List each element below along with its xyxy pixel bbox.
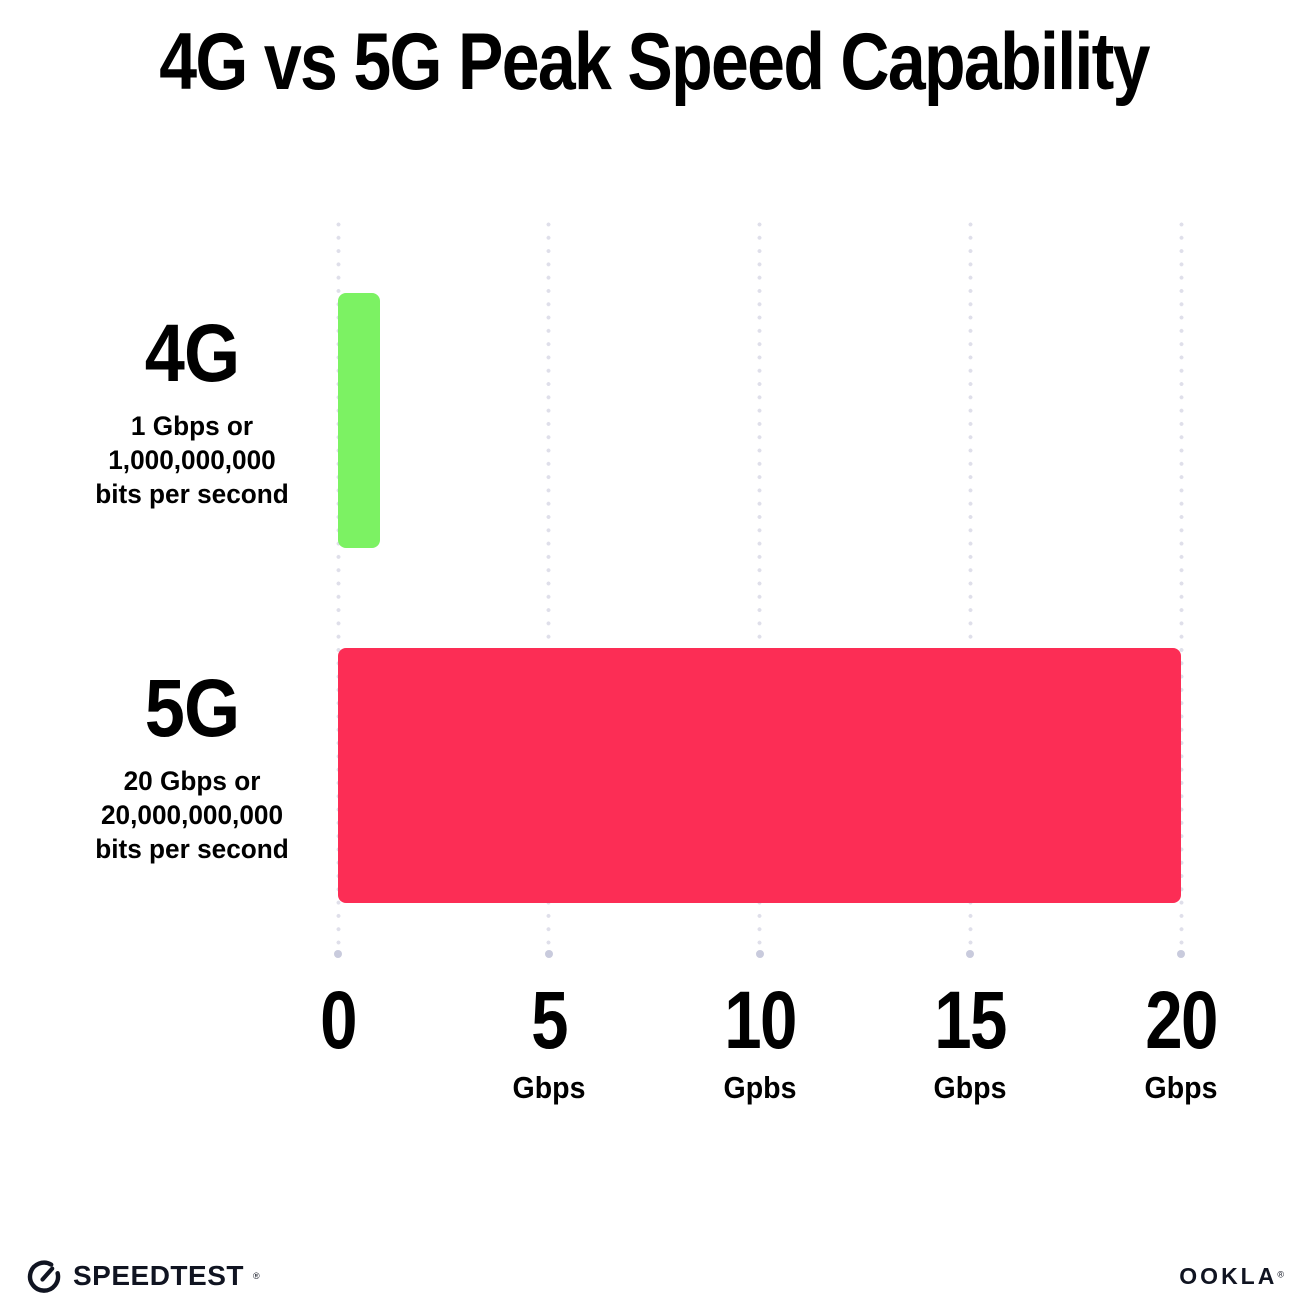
axis-tick-unit: Gbps: [1144, 1070, 1218, 1105]
axis-tick-5: 5 Gbps: [439, 980, 659, 1106]
row-label-subtitle-line: 1 Gbps or: [130, 411, 254, 441]
axis-tick-number: 20: [1145, 975, 1218, 1066]
axis-tick-number: 5: [530, 975, 568, 1066]
bar-5g: [338, 648, 1181, 903]
axis-tick-unit: Gbps: [512, 1070, 586, 1105]
axis-tick-unit: Gbps: [933, 1070, 1007, 1105]
row-label-title-4g: 4G: [144, 308, 240, 399]
axis-tick-15: 15 Gbps: [860, 980, 1080, 1106]
gauge-icon: [27, 1260, 61, 1293]
axis-tick-number: 0: [320, 975, 357, 1066]
row-label-5g: 5G 20 Gbps or 20,000,000,000 bits per secon…: [32, 668, 352, 866]
gridline-0: [334, 222, 342, 958]
gridline-10: [755, 222, 764, 958]
row-label-subtitle-line: bits per second: [95, 479, 289, 509]
speedtest-logo: SPEEDTEST ®: [24, 1256, 260, 1296]
footer: SPEEDTEST ® OOKLA®: [24, 1248, 1284, 1304]
axis-tick-unit: Gpbs: [723, 1070, 796, 1105]
ookla-wordmark: OOKLA: [1179, 1262, 1278, 1289]
axis-tick-number: 15: [934, 975, 1007, 1066]
gridline-20: [1177, 222, 1185, 958]
axis-tick-20: 20 Gbps: [1071, 980, 1291, 1106]
ookla-logo: OOKLA®: [1179, 1263, 1284, 1290]
row-label-subtitle-line: bits per second: [95, 834, 289, 864]
row-label-subtitle-4g: 1 Gbps or 1,000,000,000 bits per second: [37, 409, 347, 511]
axis-tick-number: 10: [723, 975, 797, 1066]
row-label-subtitle-line: 1,000,000,000: [108, 445, 276, 475]
speedtest-trademark: ®: [252, 1271, 260, 1281]
gridline-15: [966, 222, 975, 958]
speedtest-wordmark: SPEEDTEST: [73, 1260, 244, 1291]
row-label-subtitle-5g: 20 Gbps or 20,000,000,000 bits per second: [37, 764, 347, 866]
ookla-trademark: ®: [1277, 1269, 1284, 1280]
row-label-subtitle-line: 20 Gbps or: [123, 766, 261, 796]
row-label-subtitle-line: 20,000,000,000: [100, 800, 284, 830]
chart-title: 4G vs 5G Peak Speed Capability: [159, 17, 1150, 107]
axis-tick-10: 10 Gpbs: [650, 980, 870, 1106]
axis-tick-0: 0: [228, 980, 448, 1062]
row-label-title-5g: 5G: [144, 663, 240, 754]
gridline-5: [544, 222, 553, 958]
bar-4g: [338, 293, 381, 548]
row-label-4g: 4G 1 Gbps or 1,000,000,000 bits per second: [32, 313, 352, 511]
